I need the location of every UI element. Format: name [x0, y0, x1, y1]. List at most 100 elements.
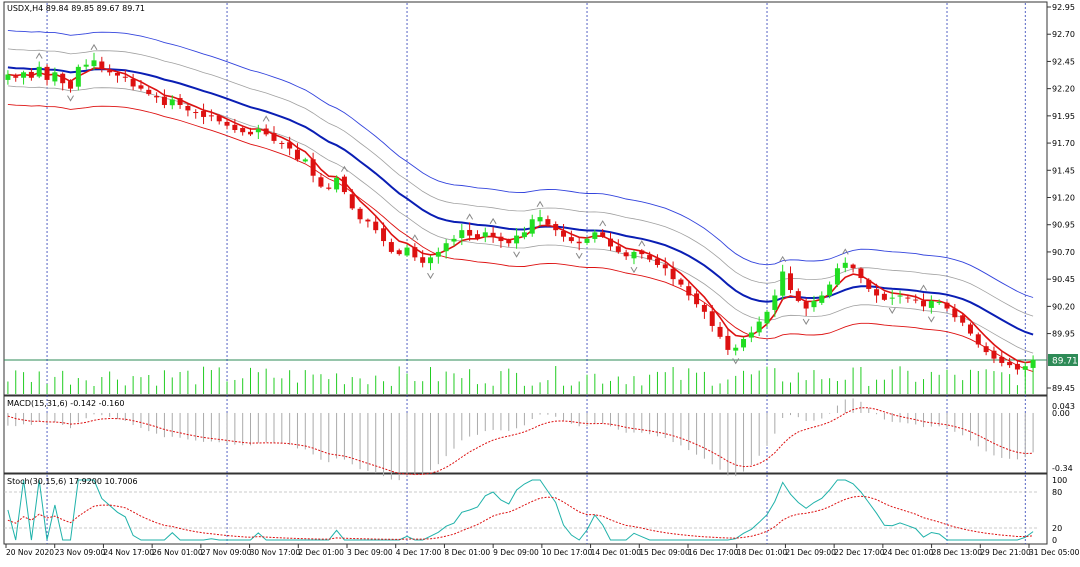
macd-pane-frame	[3, 395, 1048, 474]
candle-body	[545, 219, 551, 225]
fractal-down-marker	[927, 316, 935, 323]
candle-body	[420, 257, 426, 263]
candle-body	[60, 73, 66, 84]
candle-body	[678, 279, 684, 285]
candle-body	[709, 311, 715, 326]
candle-body	[146, 89, 152, 95]
fractal-up-marker	[920, 284, 927, 291]
candle-body	[787, 273, 793, 291]
candle-body	[91, 60, 97, 67]
stoch-header: Stoch(30,15,6) 17.9200 10.7006	[7, 477, 138, 486]
fractal-up-marker	[489, 217, 497, 225]
stoch-tick-label: 100	[1052, 476, 1067, 485]
candle-body	[44, 66, 50, 80]
y-tick-label: 90.45	[1052, 275, 1075, 284]
candle-body	[733, 347, 739, 351]
candle-body	[1030, 359, 1036, 368]
candle-body	[373, 221, 379, 231]
fractal-down-marker	[575, 252, 583, 260]
y-axis-ticks: 92.95 92.70 92.45 92.20 91.95 91.70 91.45 91.20…	[1047, 3, 1075, 545]
candle-body	[52, 72, 58, 82]
y-tick-label: 91.45	[1052, 166, 1075, 175]
candle-body	[881, 293, 887, 300]
inner-band-lower	[7, 85, 1034, 354]
candle-body	[999, 356, 1005, 363]
candle-body	[169, 99, 175, 106]
candle-body	[302, 159, 308, 162]
y-tick-label: 91.70	[1052, 139, 1075, 148]
candle-body	[827, 284, 833, 296]
candle-body	[897, 295, 903, 297]
candle-body	[529, 219, 535, 234]
candle-body	[294, 149, 300, 160]
candle-body	[201, 111, 207, 117]
x-tick-label: 10 Dec 17:00	[542, 548, 593, 557]
candle-body	[435, 251, 441, 257]
candle-body	[185, 105, 191, 111]
x-tick-label: 18 Dec 01:00	[737, 548, 788, 557]
x-tick-label: 4 Dec 17:00	[396, 548, 442, 557]
candle-body	[858, 268, 864, 279]
fractal-down-marker	[732, 358, 740, 365]
candle-body	[928, 300, 934, 308]
candle-body	[537, 217, 543, 222]
candle-body	[428, 257, 434, 264]
candle-body	[960, 315, 966, 323]
candle-body	[944, 302, 950, 309]
candle-body	[13, 76, 19, 78]
candle-body	[568, 237, 574, 242]
candle-body	[756, 321, 762, 333]
fractal-up-marker	[35, 52, 43, 59]
x-tick-label: 22 Dec 17:00	[834, 548, 885, 557]
candle-body	[514, 235, 520, 244]
y-tick-label: 89.95	[1052, 330, 1075, 339]
candle-body	[803, 301, 809, 309]
candle-body	[631, 251, 637, 259]
y-tick-label: 92.70	[1052, 30, 1075, 39]
candle-body	[5, 74, 11, 80]
candle-body	[975, 334, 981, 345]
fractal-up-marker	[262, 115, 270, 122]
candle-body	[764, 311, 770, 324]
candle-body	[834, 268, 840, 285]
candle-body	[161, 96, 167, 105]
candle-body	[193, 112, 199, 114]
price-badge: 89.71	[1052, 357, 1078, 367]
x-tick-label: 23 Nov 09:00	[55, 548, 106, 557]
main-header: USDX,H4 89.84 89.85 89.67 89.71	[7, 4, 145, 13]
candle-body	[670, 268, 676, 280]
stoch-tick-label: 80	[1052, 488, 1062, 497]
fractal-up-marker	[779, 255, 787, 263]
fractal-down-marker	[802, 318, 810, 325]
candle-body	[850, 264, 856, 269]
x-tick-label: 3 Dec 09:00	[347, 548, 393, 557]
candle-body	[842, 262, 848, 268]
x-tick-label: 26 Nov 01:00	[152, 548, 203, 557]
candle-body	[224, 121, 230, 126]
x-tick-label: 31 Dec 05:00	[1029, 548, 1080, 557]
candle-body	[576, 241, 582, 244]
candle-body	[584, 238, 590, 243]
price-badge-bg	[1048, 354, 1078, 366]
candle-body	[921, 300, 927, 307]
fractal-up-marker	[411, 234, 419, 241]
main-pane-frame	[3, 1, 1048, 396]
fractal-up-marker	[340, 165, 348, 172]
candle-body	[459, 230, 465, 238]
candle-body	[271, 133, 277, 141]
candle-body	[498, 236, 504, 242]
macd-tick-label: -0.34	[1052, 464, 1073, 473]
outer-band-upper	[7, 29, 1034, 298]
candle-body	[467, 229, 473, 236]
candle-body	[795, 291, 801, 301]
candle-body	[341, 176, 347, 193]
y-tick-label: 90.95	[1052, 221, 1075, 230]
y-tick-label: 91.20	[1052, 194, 1075, 203]
fractal-up-marker	[536, 200, 544, 207]
candle-body	[662, 264, 668, 269]
candle-body	[443, 243, 449, 252]
candle-body	[334, 177, 340, 190]
x-tick-label: 30 Nov 17:00	[250, 548, 301, 557]
candle-body	[811, 300, 817, 308]
